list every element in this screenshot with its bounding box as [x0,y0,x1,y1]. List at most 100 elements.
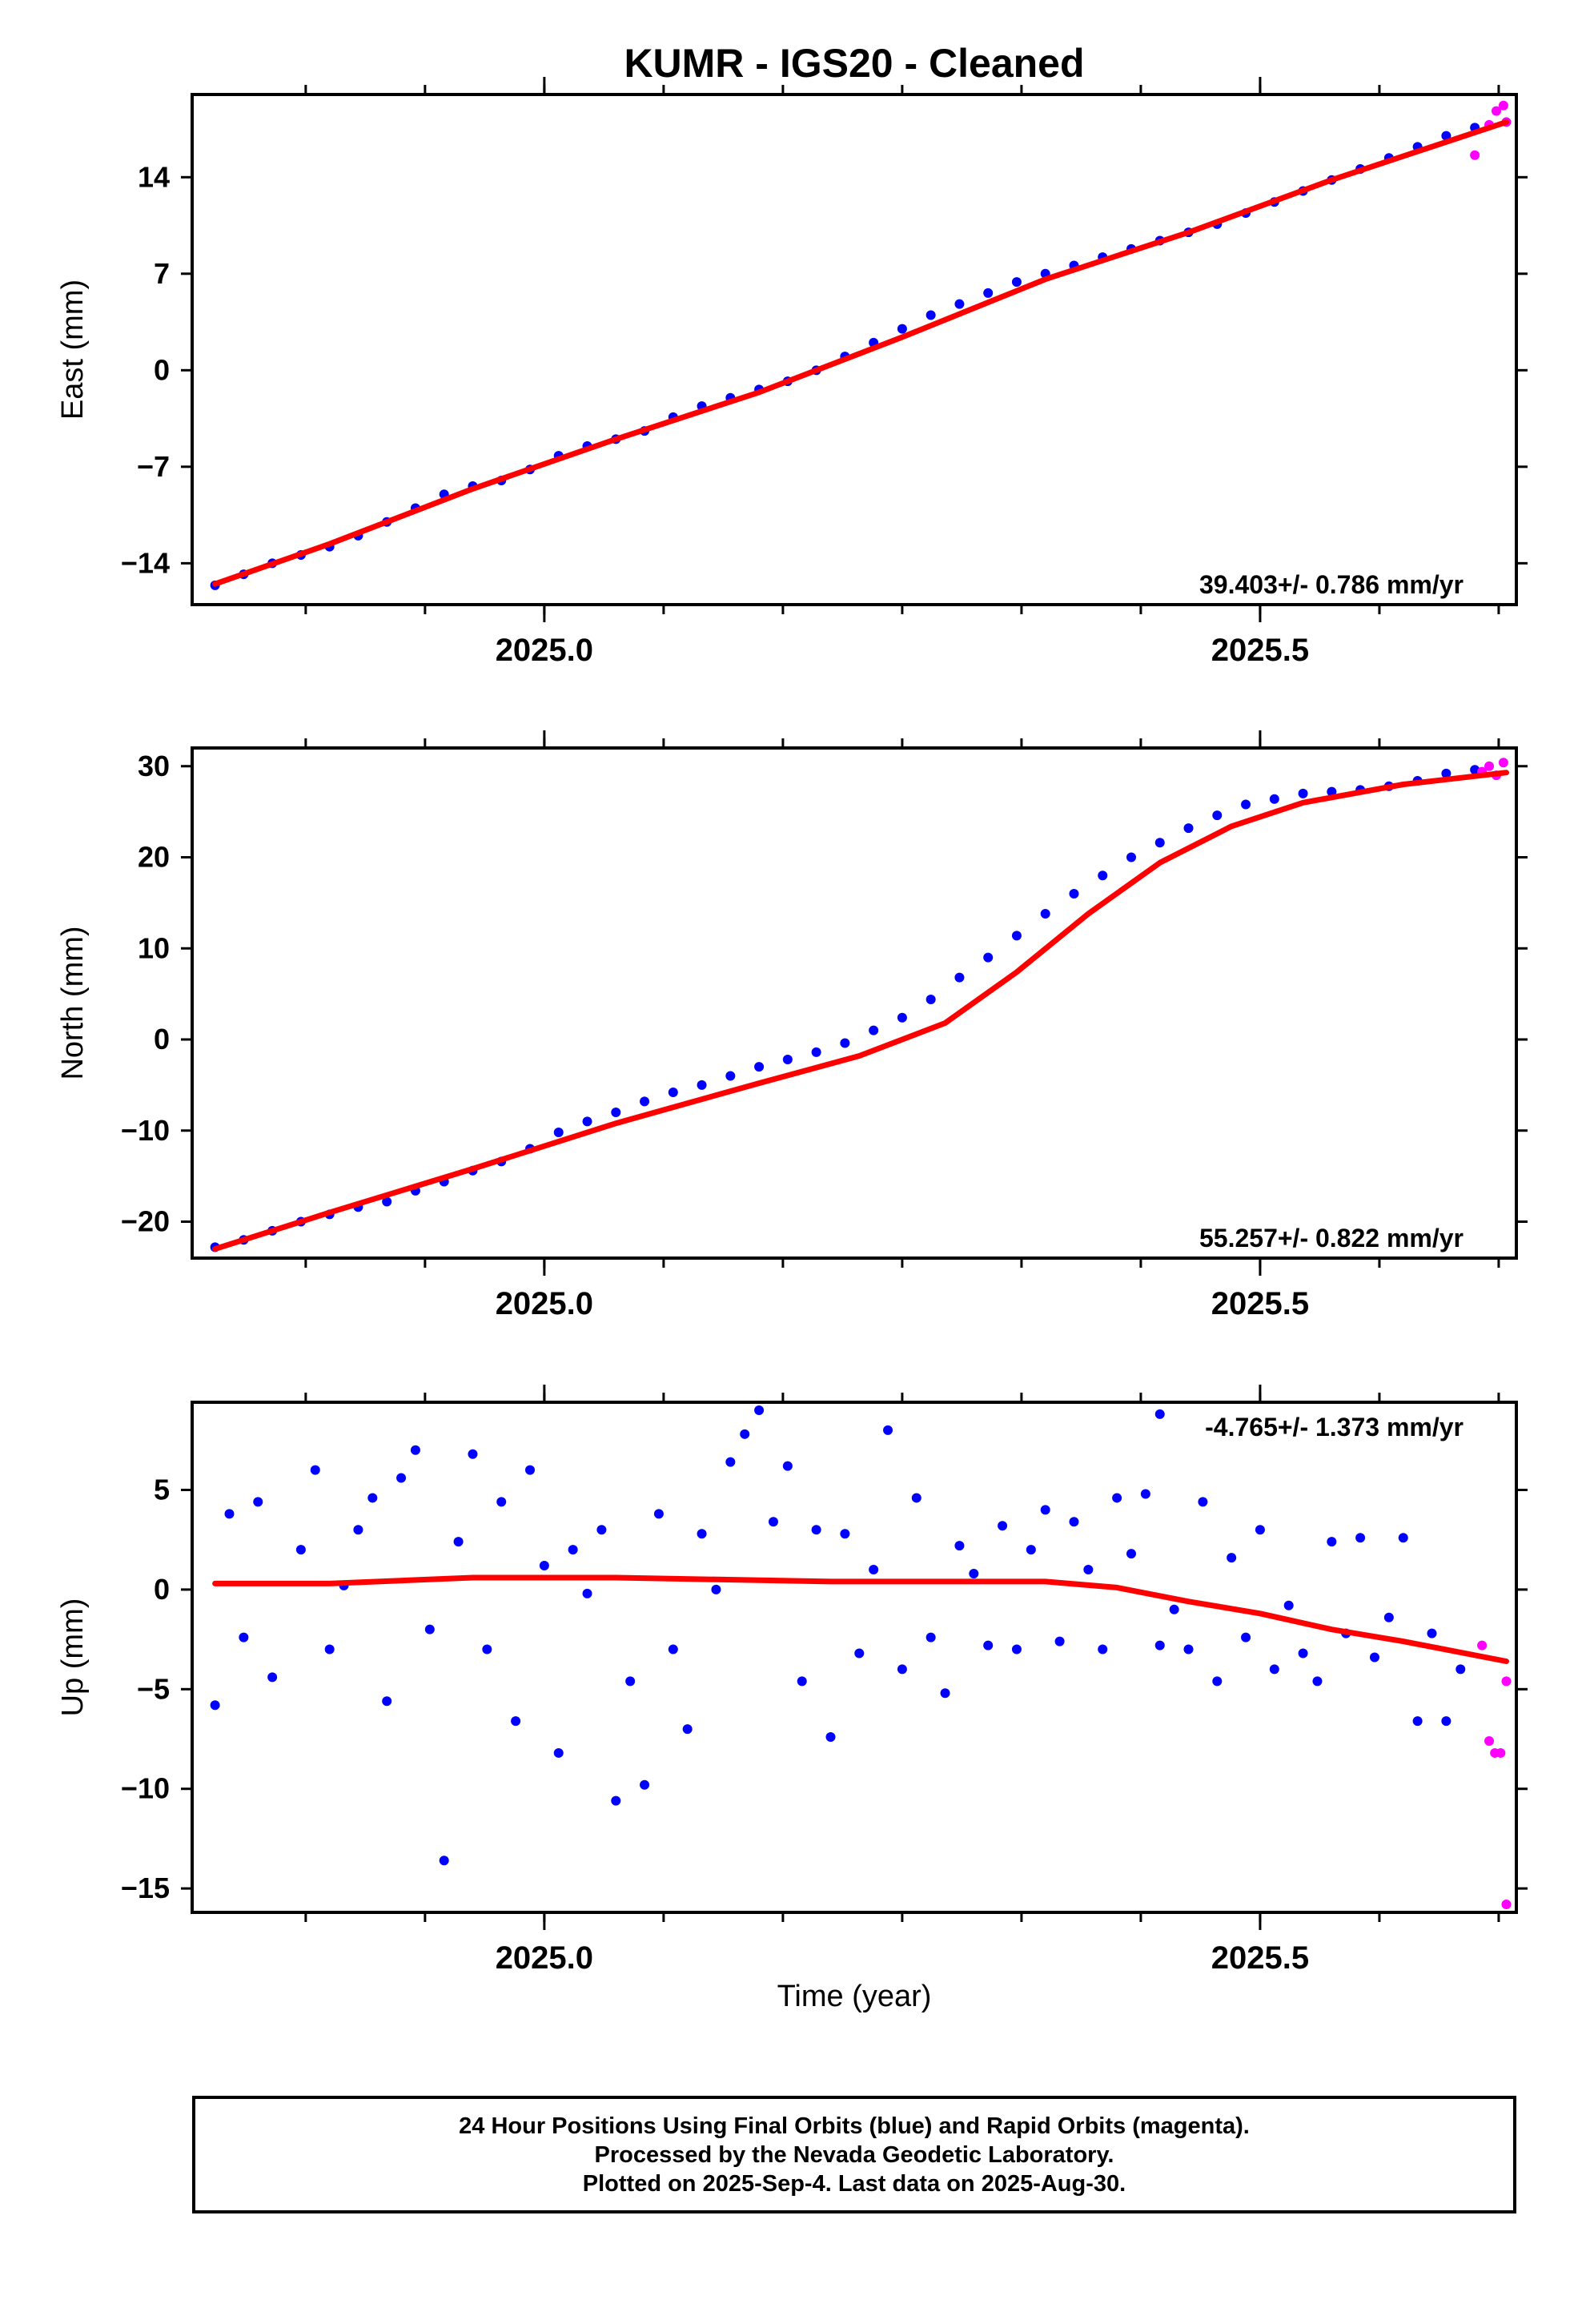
up-final-orbit-point [969,1568,979,1578]
north-final-orbit-point [954,972,965,983]
panel-east: −14 −7 0 7 14 2025.0 2025.5 East (mm) 39.403+/- … [56,77,1528,668]
up-final-orbit-point [482,1644,492,1655]
up-final-orbit-point [1154,1409,1165,1419]
up-final-orbit-point [324,1644,335,1655]
east-ytick-label: −7 [137,450,170,483]
north-final-orbit-point [1040,909,1050,919]
north-rapid-orbit-point [1484,761,1495,771]
up-xtick-label: 2025.5 [1211,1940,1309,1976]
north-final-orbit-point [1241,799,1251,810]
up-final-orbit-point [1126,1549,1136,1559]
up-final-orbit-point [782,1461,793,1471]
up-final-orbit-point [983,1640,994,1651]
up-final-orbit-point [998,1521,1008,1531]
north-xtick-label: 2025.0 [496,1286,593,1321]
up-final-orbit-point [582,1588,592,1598]
north-final-orbit-point [553,1128,564,1138]
up-final-orbit-point [1241,1632,1251,1642]
up-final-orbit-point [611,1795,621,1806]
up-final-orbit-point [453,1537,464,1547]
up-final-orbit-point [511,1716,521,1727]
up-y-axis-label: Up (mm) [56,1598,90,1717]
up-final-orbit-point [697,1529,707,1539]
up-plot-frame [191,1401,1518,1914]
up-final-orbit-point [869,1565,879,1575]
up-final-orbit-point [897,1664,907,1675]
up-rapid-orbit-point [1477,1640,1488,1651]
east-ytick-label: 14 [138,160,170,193]
east-ytick-label: −14 [121,546,170,579]
up-final-orbit-point [625,1676,636,1687]
north-final-orbit-point [1298,788,1308,798]
up-final-orbit-point [1383,1612,1394,1622]
east-ytick-label: 7 [154,257,170,290]
up-final-orbit-point [1427,1628,1437,1638]
north-ytick-label: 20 [138,841,170,874]
north-final-orbit-point [1183,823,1194,834]
up-final-orbit-point [1398,1533,1408,1543]
north-y-axis-label: North (mm) [56,926,90,1080]
up-final-orbit-point [911,1493,921,1503]
east-final-orbit-point [897,324,907,334]
up-final-orbit-point [883,1425,893,1435]
east-y-axis-label: East (mm) [56,279,90,420]
north-ytick-label: 0 [154,1023,170,1055]
up-final-orbit-point [1283,1600,1294,1610]
north-final-orbit-point [926,994,936,1004]
up-final-orbit-point [253,1497,263,1507]
east-rate-label: 39.403+/- 0.786 mm/yr [1199,570,1464,599]
up-final-orbit-point [1054,1636,1065,1647]
up-final-orbit-point [668,1644,678,1655]
north-final-orbit-point [754,1062,765,1072]
up-final-orbit-point [1011,1644,1022,1655]
east-final-orbit-point [954,299,965,309]
north-fit-line [212,770,1509,1252]
up-final-orbit-point [1154,1640,1165,1651]
up-final-orbit-point [640,1779,650,1790]
north-ytick-label: 30 [138,750,170,782]
up-final-orbit-point [310,1465,320,1475]
up-final-orbit-point [1040,1505,1050,1515]
up-final-orbit-point [926,1632,936,1642]
up-final-orbit-point [1269,1664,1279,1675]
up-final-orbit-point [682,1724,693,1735]
north-final-orbit-point [1441,768,1452,778]
up-final-orbit-point [1255,1525,1265,1535]
up-ytick-label: −10 [121,1772,170,1805]
up-final-orbit-point [768,1517,778,1527]
up-rate-label: -4.765+/- 1.373 mm/yr [1205,1413,1464,1441]
up-rapid-orbit-point [1484,1736,1495,1747]
footer-line-2: Processed by the Nevada Geodetic Laborat… [594,2141,1114,2168]
up-final-orbit-point [653,1509,664,1519]
up-final-orbit-point [424,1624,435,1634]
up-final-orbit-point [725,1457,736,1467]
north-final-orbit-point [697,1080,707,1090]
up-final-orbit-point [410,1445,420,1455]
up-final-orbit-point [1112,1493,1122,1503]
up-final-orbit-point [1227,1553,1237,1563]
up-final-orbit-point [396,1473,407,1483]
east-final-orbit-point [1011,277,1022,287]
east-fit-line [212,119,1509,587]
north-final-orbit-point [1269,794,1279,804]
north-final-orbit-point [640,1096,650,1107]
north-plot-frame [191,746,1518,1260]
x-axis-label: Time (year) [777,1980,932,2013]
north-final-orbit-point [1011,931,1022,941]
up-final-orbit-point [367,1493,378,1503]
up-final-orbit-point [1098,1644,1108,1655]
north-ytick-label: −10 [121,1114,170,1147]
up-final-orbit-point [1312,1676,1323,1687]
up-final-orbit-point [854,1648,865,1659]
east-xtick-label: 2025.5 [1211,633,1309,668]
north-final-orbit-point [668,1087,678,1097]
up-rapid-orbit-point [1501,1900,1512,1910]
north-rate-label: 55.257+/- 0.822 mm/yr [1199,1224,1464,1252]
up-final-orbit-point [1183,1644,1194,1655]
up-ytick-label: −5 [137,1672,170,1705]
up-final-orbit-point [539,1561,549,1571]
up-final-orbit-point [1369,1652,1379,1663]
north-final-orbit-point [1154,838,1165,848]
east-rapid-orbit-point [1498,100,1508,111]
up-final-orbit-point [1355,1533,1366,1543]
